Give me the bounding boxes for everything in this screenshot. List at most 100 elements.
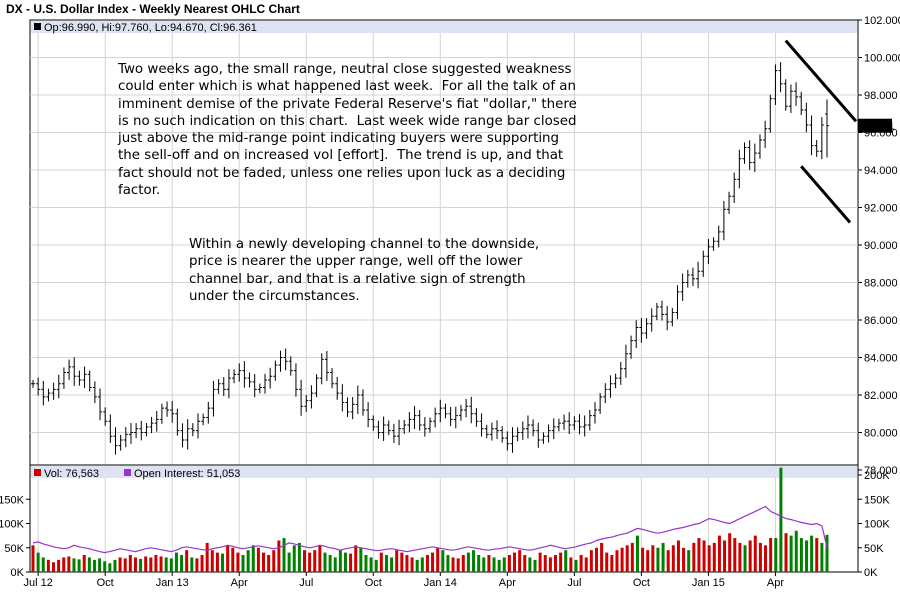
- volume-left-label: 150K: [0, 494, 25, 506]
- volume-bar: [559, 552, 563, 572]
- volume-bar: [302, 550, 306, 572]
- volume-bar: [174, 552, 178, 572]
- volume-bar: [313, 550, 317, 572]
- price-tick-label: 100.000: [864, 53, 900, 65]
- price-tick-label: 84.000: [864, 353, 898, 365]
- price-tick-label: 92.000: [864, 203, 898, 215]
- volume-bar: [262, 552, 266, 572]
- volume-bar: [292, 545, 296, 572]
- volume-bar: [815, 538, 819, 572]
- volume-bar: [656, 547, 660, 572]
- volume-bar: [277, 540, 281, 572]
- x-tick-label: Apr: [767, 577, 784, 589]
- volume-bar: [528, 557, 532, 572]
- volume-bar: [123, 558, 127, 572]
- volume-bar: [456, 558, 460, 572]
- volume-bar: [764, 545, 768, 572]
- volume-bar: [144, 556, 148, 572]
- volume-bar: [51, 562, 55, 572]
- volume-bar: [651, 545, 655, 572]
- volume-bar: [308, 552, 312, 572]
- volume-bar: [415, 559, 419, 572]
- volume-bar: [707, 545, 711, 572]
- volume-bar: [779, 467, 783, 572]
- volume-bar: [502, 557, 506, 572]
- volume-bar: [267, 555, 271, 572]
- volume-bar: [805, 540, 809, 572]
- volume-bar: [436, 547, 440, 572]
- volume-bar: [702, 540, 706, 572]
- volume-bar: [241, 555, 245, 572]
- volume-bar: [615, 550, 619, 572]
- x-tick-label: Oct: [633, 577, 650, 589]
- volume-bar: [641, 547, 645, 572]
- volume-bar: [753, 535, 757, 572]
- volume-bar: [420, 557, 424, 572]
- volume-bar: [692, 542, 696, 572]
- x-tick-label: Jan 15: [692, 577, 725, 589]
- volume-bar: [682, 547, 686, 572]
- volume-bar: [431, 552, 435, 572]
- volume-bar: [82, 555, 86, 572]
- volume-bar: [297, 542, 301, 572]
- volume-bar: [738, 542, 742, 572]
- volume-bar: [543, 555, 547, 572]
- price-tick-label: 94.000: [864, 165, 898, 177]
- volume-bar: [712, 542, 716, 572]
- x-tick-label: Apr: [499, 577, 516, 589]
- ohlc-header: Op:96.990, Hi:97.760, Lo:94.670, Cl:96.3…: [44, 22, 257, 34]
- volume-bar: [497, 559, 501, 572]
- volume-bar: [72, 558, 76, 572]
- volume-bar: [769, 538, 773, 572]
- volume-bar: [625, 545, 629, 572]
- annotation-note-1: Two weeks ago, the small range, neutral …: [118, 62, 577, 199]
- volume-bar: [180, 555, 184, 572]
- vol-header: Vol: 76,563: [44, 468, 99, 480]
- volume-bar: [221, 553, 225, 572]
- volume-bar: [390, 557, 394, 572]
- volume-bar: [92, 559, 96, 572]
- volume-bar: [594, 547, 598, 572]
- volume-bar: [57, 559, 61, 572]
- volume-bar: [384, 555, 388, 572]
- volume-bar: [190, 557, 194, 572]
- price-tick-label: 82.000: [864, 390, 898, 402]
- volume-bar: [226, 545, 230, 572]
- volume-bar: [799, 538, 803, 572]
- x-tick-label: Oct: [365, 577, 382, 589]
- volume-bar: [251, 545, 255, 572]
- volume-bar: [400, 552, 404, 572]
- volume-bar: [487, 555, 491, 572]
- x-tick-label: Jul: [299, 577, 313, 589]
- volume-bar: [113, 559, 117, 572]
- volume-bar: [569, 557, 573, 572]
- volume-bar: [666, 550, 670, 572]
- volume-bar: [133, 557, 137, 572]
- price-legend-swatch: [34, 23, 41, 30]
- volume-right-label: 200K: [864, 470, 890, 482]
- volume-right-label: 50K: [864, 543, 884, 555]
- annotation-note-2: Within a newly developing channel to the…: [189, 237, 540, 304]
- x-tick-label: Apr: [231, 577, 248, 589]
- volume-bar: [118, 557, 122, 572]
- volume-bar: [236, 552, 240, 572]
- price-tick-label: 86.000: [864, 315, 898, 327]
- volume-bar: [374, 559, 378, 572]
- volume-bar: [159, 556, 163, 572]
- volume-bar: [513, 552, 517, 572]
- volume-bar: [62, 557, 66, 572]
- volume-left-label: 0K: [11, 567, 25, 579]
- volume-bar: [333, 557, 337, 572]
- volume-bar: [600, 542, 604, 572]
- volume-bar: [323, 552, 327, 572]
- volume-bar: [717, 535, 721, 572]
- volume-bar: [564, 550, 568, 572]
- volume-bar: [748, 540, 752, 572]
- chart-title: DX - U.S. Dollar Index - Weekly Nearest …: [6, 2, 300, 16]
- volume-bar: [630, 542, 634, 572]
- volume-header-band: [31, 466, 857, 478]
- volume-bar: [354, 545, 358, 572]
- volume-bar: [282, 538, 286, 572]
- volume-bar: [825, 534, 829, 572]
- volume-bar: [231, 547, 235, 572]
